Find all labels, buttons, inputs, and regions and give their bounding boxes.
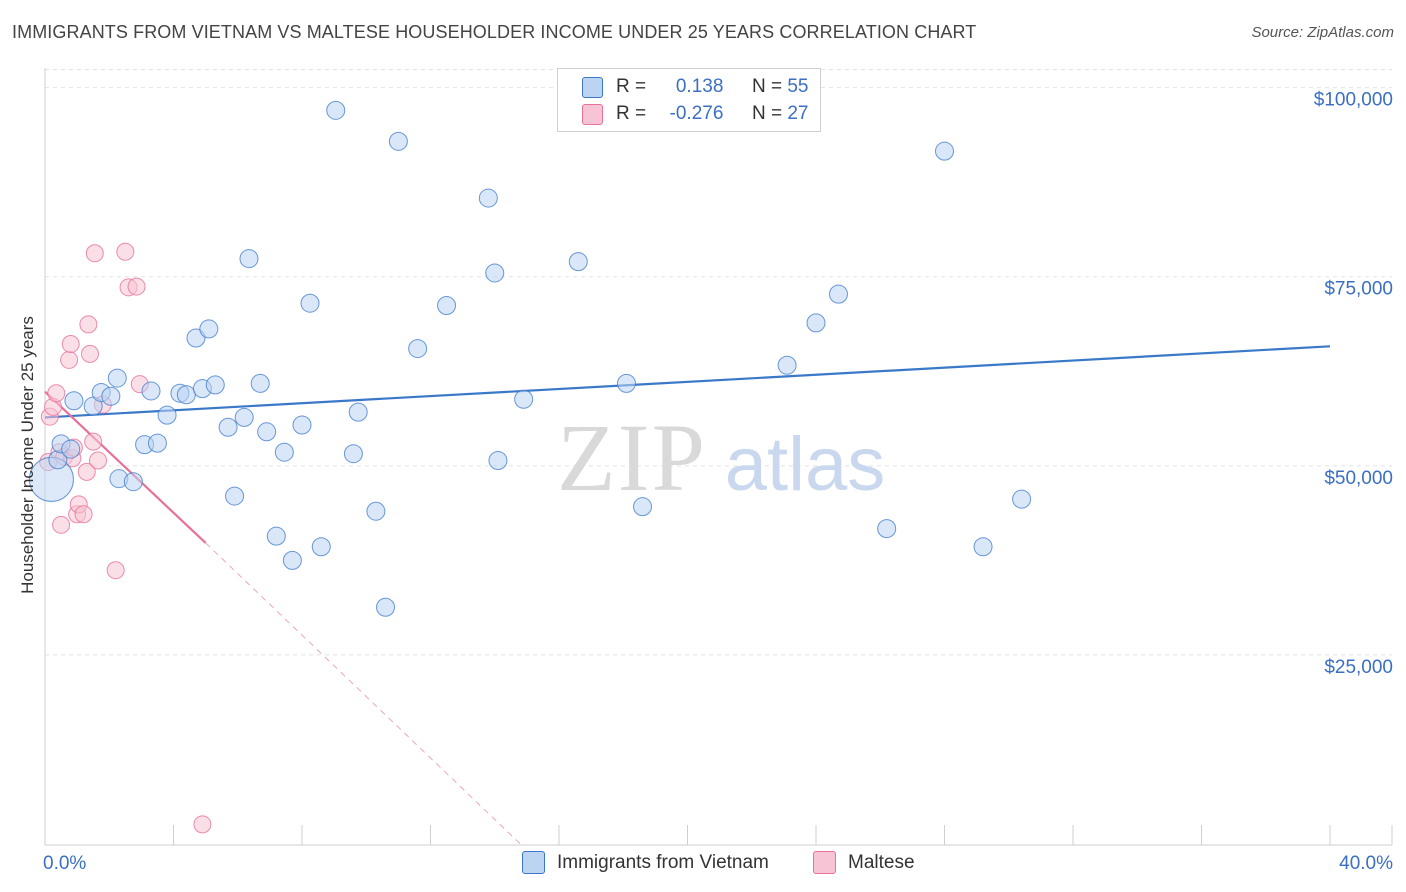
data-point-maltese xyxy=(60,350,79,369)
y-tick-label: $50,000 xyxy=(1324,468,1393,489)
data-point-vietnam xyxy=(488,451,508,471)
data-point-vietnam xyxy=(186,328,206,348)
data-point-maltese xyxy=(85,244,104,263)
data-point-vietnam xyxy=(61,439,81,459)
trend-line-maltese xyxy=(44,390,207,544)
data-point-vietnam xyxy=(973,537,993,557)
data-point-maltese xyxy=(127,277,146,296)
n-label: N = xyxy=(751,103,783,124)
axes xyxy=(44,68,1393,846)
data-points xyxy=(28,100,1032,834)
data-point-maltese xyxy=(106,561,125,580)
data-point-maltese xyxy=(74,505,93,524)
source-label: Source: ZipAtlas.com xyxy=(1251,24,1394,41)
data-point-maltese xyxy=(89,451,108,470)
data-point-vietnam xyxy=(388,131,408,151)
n-label: N = xyxy=(751,76,783,97)
legend-label-vietnam: Immigrants from Vietnam xyxy=(557,851,769,873)
data-point-vietnam xyxy=(1012,489,1032,509)
y-tick-label: $75,000 xyxy=(1324,279,1393,300)
data-point-vietnam xyxy=(218,417,238,437)
data-point-vietnam xyxy=(806,313,826,333)
data-point-vietnam xyxy=(326,100,346,120)
legend-label-maltese: Maltese xyxy=(848,851,915,873)
y-axis-label: Householder Income Under 25 years xyxy=(18,316,37,594)
watermark-atlas: atlas xyxy=(725,422,886,507)
data-point-vietnam xyxy=(633,497,653,517)
x-tick-label: 40.0% xyxy=(1339,853,1393,874)
data-point-maltese xyxy=(79,315,98,334)
data-point-maltese xyxy=(52,515,71,534)
data-point-maltese xyxy=(80,344,99,363)
gridlines xyxy=(45,69,1392,656)
data-point-vietnam xyxy=(478,188,498,208)
data-point-vietnam xyxy=(366,501,386,521)
legend-item-maltese[interactable]: Maltese xyxy=(813,851,915,874)
data-point-vietnam xyxy=(176,385,196,405)
data-point-vietnam xyxy=(123,472,143,492)
r-value: 0.138 xyxy=(675,76,724,97)
data-point-vietnam xyxy=(568,252,588,272)
data-point-vietnam xyxy=(225,486,245,506)
n-value: 55 xyxy=(787,76,809,97)
data-point-vietnam xyxy=(828,284,848,304)
data-point-maltese xyxy=(77,462,96,481)
data-point-vietnam xyxy=(777,355,797,375)
trend-line-vietnam xyxy=(44,345,1331,419)
correlation-legend: R = 0.138 N = 55 R = -0.276 N = 27 xyxy=(557,68,821,132)
data-point-vietnam xyxy=(300,293,320,313)
data-point-vietnam xyxy=(292,415,312,435)
data-point-maltese xyxy=(61,335,80,354)
data-point-vietnam xyxy=(147,433,167,453)
data-point-vietnam xyxy=(101,386,121,406)
data-point-vietnam xyxy=(274,442,294,462)
data-point-vietnam xyxy=(935,141,954,161)
data-point-vietnam xyxy=(199,319,219,339)
blue-swatch xyxy=(582,76,603,98)
data-point-maltese xyxy=(193,815,212,834)
r-label: R = xyxy=(616,103,647,124)
trend-line-maltese-extrapolated xyxy=(205,542,521,845)
data-point-vietnam xyxy=(877,519,897,539)
pink-swatch xyxy=(582,103,603,125)
data-point-vietnam xyxy=(408,339,428,359)
data-point-vietnam xyxy=(257,422,277,442)
n-value: 27 xyxy=(787,103,809,124)
data-point-vietnam xyxy=(348,402,368,422)
watermark-zip: ZIP xyxy=(557,404,707,511)
trend-lines xyxy=(44,345,1331,845)
r-value: -0.276 xyxy=(669,103,724,124)
r-label: R = xyxy=(616,76,647,97)
data-point-maltese xyxy=(116,242,135,261)
data-point-vietnam xyxy=(157,405,177,425)
y-tick-labels: $25,000 $50,000 $75,000 $100,000 xyxy=(1314,90,1393,678)
data-point-vietnam xyxy=(514,389,534,409)
data-point-vietnam xyxy=(250,373,270,393)
data-point-vietnam xyxy=(343,444,363,464)
data-point-vietnam xyxy=(282,550,302,570)
data-point-vietnam xyxy=(141,381,161,401)
y-tick-label: $25,000 xyxy=(1324,657,1393,678)
data-point-vietnam xyxy=(437,295,457,315)
data-point-vietnam xyxy=(64,391,84,411)
data-point-maltese xyxy=(47,384,66,403)
data-point-vietnam xyxy=(376,597,396,617)
legend-item-vietnam[interactable]: Immigrants from Vietnam xyxy=(522,851,769,874)
data-point-vietnam xyxy=(485,263,505,283)
x-tick-label: 0.0% xyxy=(43,853,86,874)
data-point-vietnam xyxy=(311,537,331,557)
blue-swatch xyxy=(522,851,545,874)
chart-title: IMMIGRANTS FROM VIETNAM VS MALTESE HOUSE… xyxy=(12,22,977,42)
data-point-vietnam xyxy=(616,373,636,393)
data-point-vietnam xyxy=(234,407,254,427)
x-tick-labels: 0.0% 40.0% xyxy=(43,853,1393,874)
y-tick-label: $100,000 xyxy=(1314,90,1393,111)
data-point-maltese xyxy=(84,432,103,451)
pink-swatch xyxy=(813,851,836,874)
data-point-vietnam xyxy=(205,375,225,395)
data-point-vietnam xyxy=(266,526,286,546)
data-point-vietnam xyxy=(239,249,259,269)
data-point-vietnam xyxy=(107,368,127,388)
